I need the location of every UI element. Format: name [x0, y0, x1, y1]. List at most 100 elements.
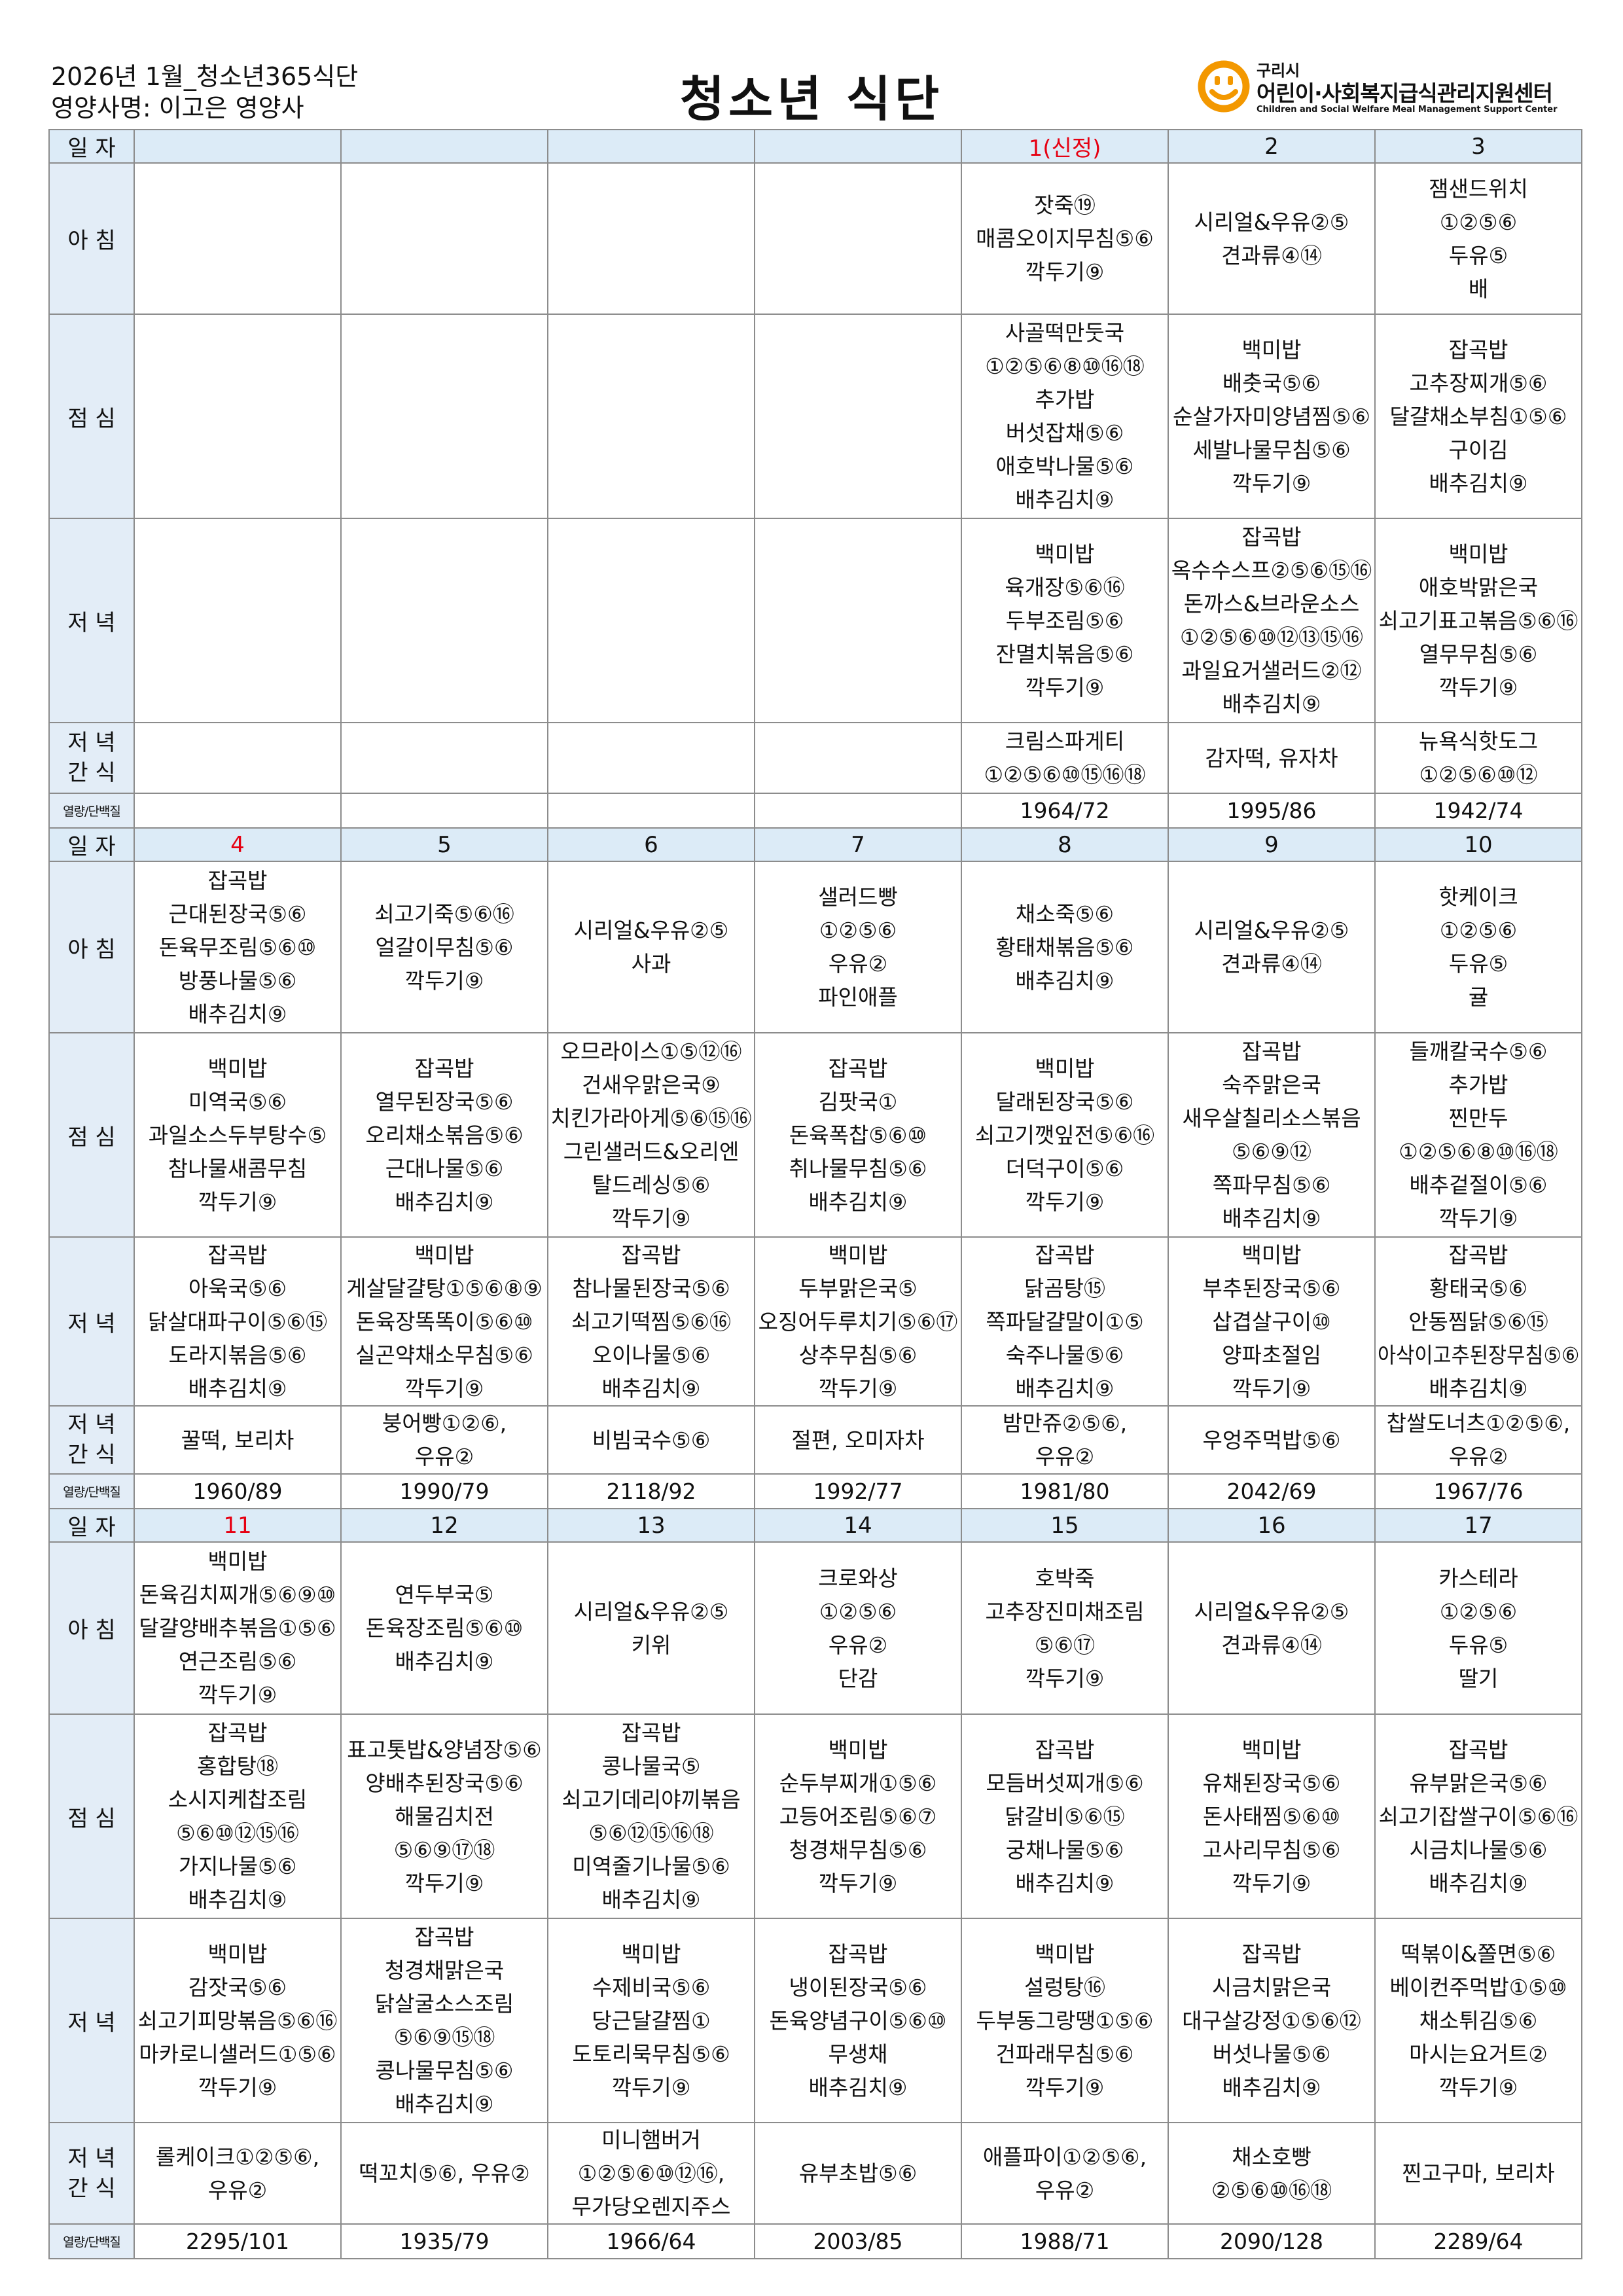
menu-item: 쇠고기데리야끼볶음 — [562, 1787, 741, 1812]
menu-item: 고사리무침⑤⑥ — [1202, 1837, 1341, 1863]
menu-line-wrap: 궁채나물⑤⑥ — [963, 1833, 1167, 1867]
menu-item: 채소호빵 — [1232, 2144, 1311, 2170]
menu-item: 깍두기⑨ — [1025, 1189, 1105, 1215]
menu-cell: 2042/69 — [1168, 1473, 1376, 1509]
menu-line-wrap: 설렁탕⑯ — [963, 1971, 1167, 2004]
menu-line-wrap: 우유② — [963, 1440, 1167, 1473]
menu-item: 견과류④⑭ — [1221, 1632, 1322, 1658]
meal-row: 저 녁 백미밥 육개장⑤⑥⑯ 두부조림⑤⑥ 잔멸치볶음⑤⑥ 깍두기⑨ 잡곡밥 옥수수스프②⑤⑥… — [48, 518, 1582, 723]
menu-item: 세발나물무침⑤⑥ — [1192, 437, 1351, 463]
menu-line-wrap: 1942/74 — [1376, 795, 1580, 827]
menu-line-wrap: 시리얼&우유②⑤ — [549, 1595, 753, 1628]
menu-item: 잡곡밥 — [621, 1720, 681, 1746]
menu-line-wrap: 채소호빵 — [1169, 2140, 1374, 2174]
meal-row: 아 침 백미밥 돈육김치찌개⑤⑥⑨⑩ 달걀양배추볶음①⑤⑥ 연근조림⑤⑥ 깍두기⑨ 연두부국… — [48, 1541, 1582, 1715]
menu-line-wrap: 백미밥 — [963, 1052, 1167, 1085]
menu-cell: 백미밥 두부맑은국⑤ 오징어두루치기⑤⑥⑰ 상추무침⑤⑥ 깍두기⑨ — [754, 1236, 962, 1407]
menu-item: 쇠고기잡쌀구이⑤⑥⑯ — [1378, 1803, 1578, 1829]
menu-line-wrap: 배추김치⑨ — [135, 1372, 340, 1405]
menu-item: 쇠고기떡찜⑤⑥⑯ — [571, 1308, 731, 1335]
menu-line-wrap: 고추장진미채조림 — [963, 1595, 1167, 1628]
meal-row: 아 침 잣죽⑲ 매콤오이지무침⑤⑥ 깍두기⑨ 시리얼&우유②⑤ 견과류④⑭ 잼샌드위치 ①②⑤… — [48, 162, 1582, 315]
menu-item: 카스테라 — [1438, 1565, 1518, 1591]
menu-line-wrap: 배추김치⑨ — [1169, 687, 1374, 721]
menu-line-wrap: 시리얼&우유②⑤ — [1169, 206, 1374, 239]
meal-row: 열량/단백질 1960/89 1990/79 2118/92 1992/77 1981/8… — [48, 1473, 1582, 1509]
menu-cell: 찐고구마, 보리차 — [1374, 2122, 1582, 2225]
menu-item: 유채된장국⑤⑥ — [1202, 1770, 1341, 1796]
menu-cell: 백미밥 달래된장국⑤⑥ 쇠고기깻잎전⑤⑥⑯ 더덕구이⑤⑥ 깍두기⑨ — [961, 1032, 1169, 1238]
day-cell: 4 — [134, 827, 342, 862]
menu-line-wrap: 구이김 — [1376, 433, 1580, 467]
menu-line-wrap: 잡곡밥 — [1376, 1733, 1580, 1767]
menu-line-wrap: 황태채볶음⑤⑥ — [963, 931, 1167, 964]
menu-line-wrap: 파인애플 — [756, 980, 960, 1014]
menu-line-wrap: 취나물무침⑤⑥ — [756, 1152, 960, 1185]
menu-item: 백미밥 — [1241, 1242, 1302, 1268]
menu-item: 단감 — [838, 1665, 878, 1691]
menu-item: 유부맑은국⑤⑥ — [1409, 1770, 1548, 1796]
row-label: 아 침 — [48, 861, 135, 1033]
menu-line-wrap: 아삭이고추된장무침⑤⑥ — [1376, 1338, 1580, 1372]
menu-item: 잡곡밥 — [828, 1055, 888, 1081]
menu-line-wrap: 오이나물⑤⑥ — [549, 1338, 753, 1372]
menu-line-wrap: 추가밥 — [1376, 1068, 1580, 1102]
menu-line-wrap: 핫케이크 — [1376, 880, 1580, 914]
menu-line-wrap: 가지나물⑤⑥ — [135, 1850, 340, 1883]
menu-item: 딸기 — [1458, 1665, 1499, 1691]
menu-item: ①②⑤⑥ — [819, 1598, 897, 1624]
menu-line-wrap: ①②⑤⑥⑩⑫ — [1376, 758, 1580, 791]
menu-cell: 1967/76 — [1374, 1473, 1582, 1509]
menu-cell: 잡곡밥 아욱국⑤⑥ 닭살대파구이⑤⑥⑮ 도라지볶음⑤⑥ 배추김치⑨ — [134, 1236, 342, 1407]
menu-line-wrap: 배추김치⑨ — [756, 2071, 960, 2104]
menu-line-wrap: 잡곡밥 — [135, 1716, 340, 1749]
menu-item: 키위 — [631, 1632, 671, 1658]
menu-cell: 비빔국수⑤⑥ — [547, 1405, 755, 1475]
menu-line-wrap: 달걀양배추볶음①⑤⑥ — [135, 1611, 340, 1645]
row-label-line: 열량/단백질 — [63, 804, 121, 819]
menu-item: 배추김치⑨ — [1429, 1375, 1528, 1401]
menu-line-wrap: 깍두기⑨ — [342, 1867, 546, 1900]
menu-item: 무생채 — [828, 2041, 888, 2067]
menu-item: 돈사태찜⑤⑥⑩ — [1202, 1803, 1341, 1829]
menu-item: 2289/64 — [1433, 2229, 1524, 2254]
menu-line-wrap: 순살가자미양념찜⑤⑥ — [1169, 400, 1374, 433]
menu-cell — [547, 793, 755, 829]
menu-item: ⑤⑥⑩⑫⑮⑯ — [176, 1820, 299, 1846]
menu-item: 배추김치⑨ — [395, 1189, 494, 1215]
menu-line-wrap: 잡곡밥 — [1169, 1937, 1374, 1971]
menu-line-wrap: 백미밥 — [963, 1937, 1167, 1971]
menu-line-wrap: 도토리묵무침⑤⑥ — [549, 2037, 753, 2071]
menu-item: 배추김치⑨ — [395, 2091, 494, 2117]
menu-item: 배춧국⑤⑥ — [1222, 370, 1321, 396]
row-label: 아 침 — [48, 162, 135, 315]
menu-item: 참나물새콤무침 — [168, 1155, 308, 1181]
menu-item: 배추김치⑨ — [188, 1001, 287, 1027]
menu-item: 1990/79 — [399, 1479, 490, 1504]
menu-line-wrap: 사골떡만둣국 — [963, 316, 1167, 350]
menu-item: 오징어두루치기⑤⑥⑰ — [758, 1308, 958, 1335]
menu-line-wrap: 배추김치⑨ — [1169, 1202, 1374, 1235]
menu-line-wrap: 채소튀김⑤⑥ — [1376, 2004, 1580, 2037]
menu-item: 배추김치⑨ — [1015, 1870, 1115, 1896]
menu-item: 잡곡밥 — [207, 1242, 268, 1268]
menu-item: 백미밥 — [1241, 336, 1302, 363]
menu-item: 잔멸치볶음⑤⑥ — [995, 641, 1134, 667]
menu-line-wrap: 잡곡밥 — [1376, 1238, 1580, 1272]
row-label-line: 점 심 — [67, 1805, 116, 1832]
menu-item: 2118/92 — [606, 1479, 696, 1504]
menu-line-wrap: 유부맑은국⑤⑥ — [1376, 1767, 1580, 1800]
menu-cell: 밤만쥬②⑤⑥, 우유② — [961, 1405, 1169, 1475]
menu-item: 돈육장조림⑤⑥⑩ — [365, 1615, 524, 1641]
menu-cell: 잡곡밥 유부맑은국⑤⑥ 쇠고기잡쌀구이⑤⑥⑯ 시금치나물⑤⑥ 배추김치⑨ — [1374, 1713, 1582, 1919]
menu-line-wrap: 시리얼&우유②⑤ — [549, 914, 753, 947]
row-label-line: 아 침 — [67, 1617, 116, 1643]
menu-line-wrap: 호박죽 — [963, 1562, 1167, 1595]
day-cell: 3 — [1374, 129, 1582, 164]
menu-item: 청경채맑은국 — [384, 1958, 505, 1983]
menu-item: 꿀떡, 보리차 — [181, 1427, 294, 1453]
day-cell: 14 — [754, 1508, 962, 1543]
menu-line-wrap: 치킨가라아게⑤⑥⑮⑯ — [549, 1102, 753, 1135]
menu-item: 돈육장똑똑이⑤⑥⑩ — [355, 1308, 533, 1335]
menu-line-wrap: 백미밥 — [1169, 1238, 1374, 1272]
